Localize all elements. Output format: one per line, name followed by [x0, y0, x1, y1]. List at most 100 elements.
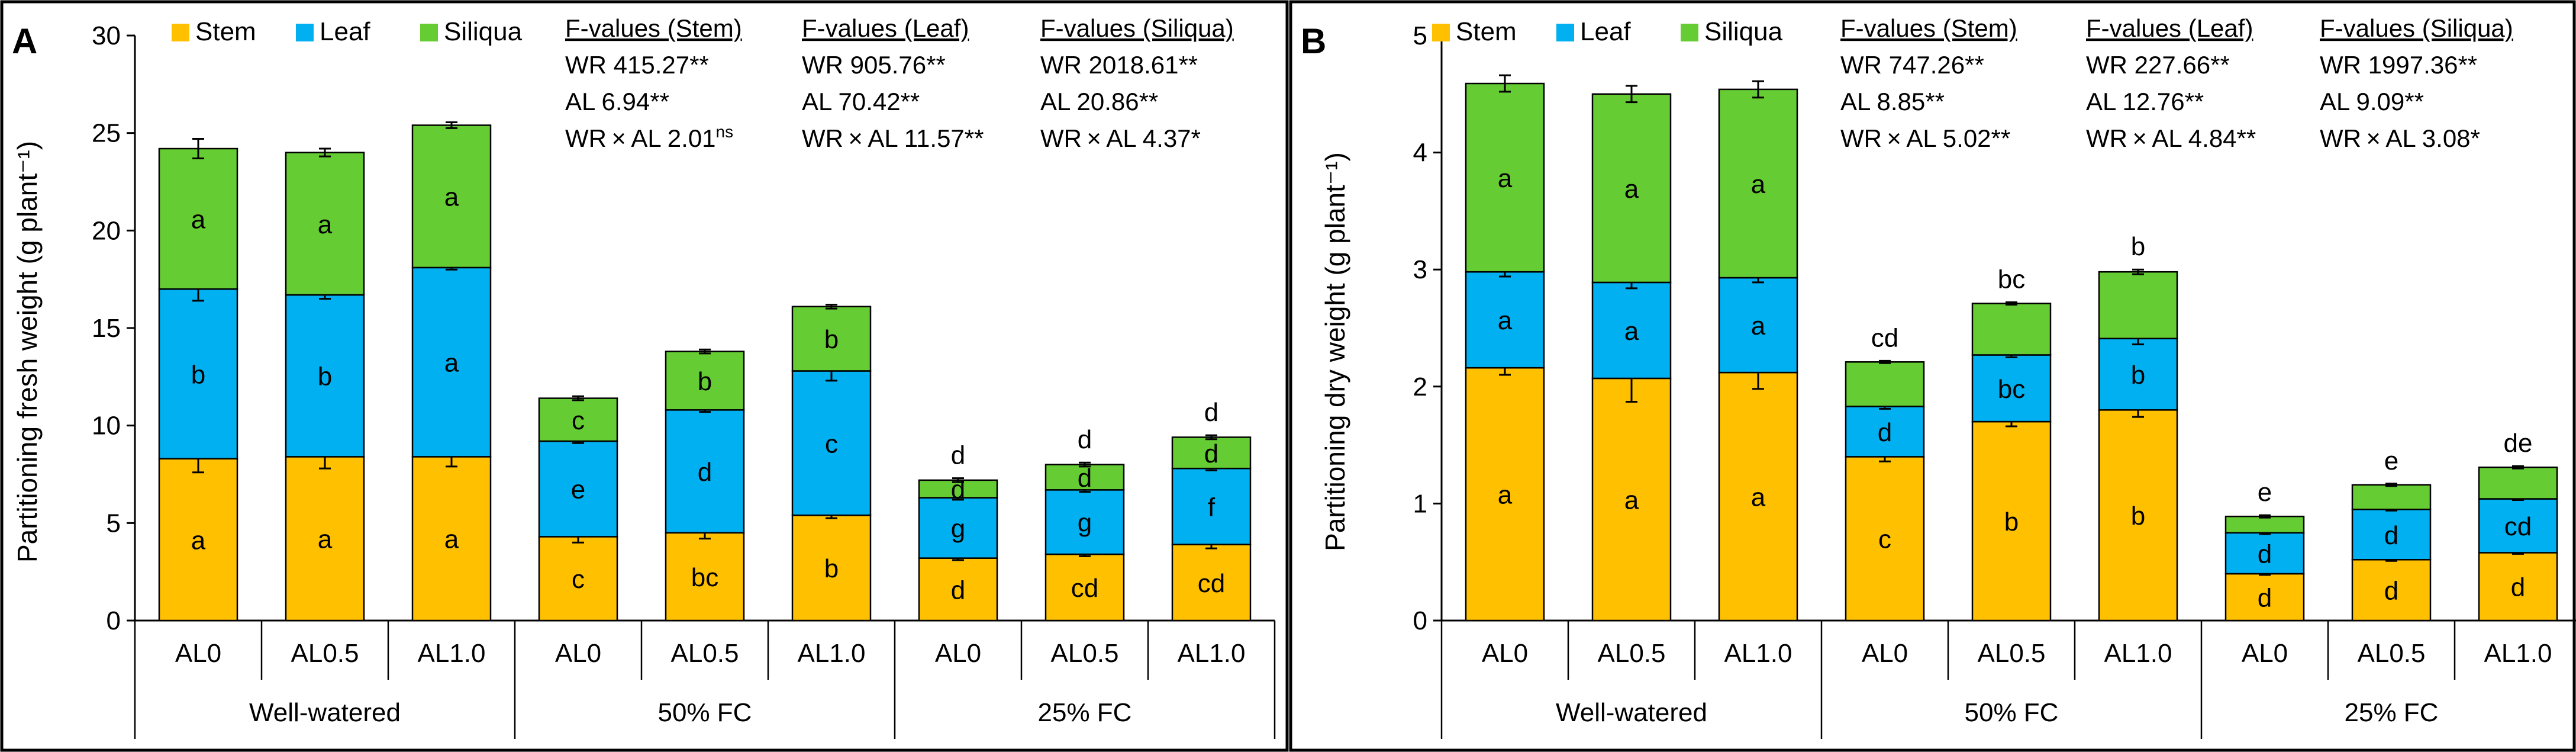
panel-label: A: [12, 21, 37, 61]
panel-a-frame: [0, 0, 1289, 752]
anova-line: WR × AL 2.01ns: [565, 123, 733, 152]
significance-letter: a: [1751, 311, 1766, 340]
group-label: 50% FC: [658, 698, 752, 727]
significance-letter: a: [1751, 170, 1766, 199]
bar-stem: [918, 557, 998, 622]
x-tick-label: AL1.0: [418, 639, 486, 668]
anova-line: AL 12.76**: [2086, 88, 2204, 115]
anova-line: AL 20.86**: [1040, 88, 1158, 115]
bar-stem: [1591, 377, 1672, 622]
significance-letter: g: [951, 515, 965, 544]
significance-letter: c: [825, 429, 838, 458]
significance-letter: a: [1624, 175, 1639, 204]
x-tick-label: AL0: [935, 639, 981, 668]
x-tick-label: AL0.5: [291, 639, 359, 668]
bar-leaf: [1591, 281, 1672, 380]
x-tick-label: AL0.5: [1978, 639, 2046, 668]
bar-stem: [1465, 367, 1545, 622]
bar-siliqua: [2478, 466, 2558, 500]
bar-leaf: [1718, 277, 1798, 374]
bar-siliqua: [1971, 303, 2052, 356]
significance-letter: a: [191, 526, 206, 555]
anova-line: AL 9.09**: [2320, 88, 2424, 115]
bar-siliqua: [1044, 464, 1125, 491]
legend-label-stem: Stem: [195, 17, 256, 46]
significance-letter: a: [444, 183, 459, 212]
significance-letter-top: bc: [1998, 265, 2025, 294]
bar-siliqua: [665, 351, 745, 411]
anova-line: WR × AL 11.57**: [802, 124, 984, 152]
anova-line: WR 905.76**: [802, 51, 946, 79]
group-label: 50% FC: [1965, 698, 2059, 727]
bar-siliqua: [791, 306, 872, 372]
legend-label-stem: Stem: [1456, 17, 1517, 46]
legend-swatch-stem: [1432, 24, 1450, 41]
y-tick-label: 5: [107, 509, 121, 538]
significance-letter: b: [824, 554, 839, 583]
significance-letter: a: [1624, 486, 1639, 515]
anova-line: AL 70.42**: [802, 88, 920, 115]
anova-header: F-values (Siliqua): [2320, 14, 2513, 42]
legend-label-siliqua: Siliqua: [444, 17, 523, 46]
significance-letter: d: [2258, 583, 2272, 612]
significance-letter: cd: [1198, 569, 1225, 598]
anova-superscript: ns: [716, 123, 734, 141]
bar-leaf: [1465, 271, 1545, 369]
significance-letter: cd: [2504, 512, 2532, 541]
x-tick-label: AL1.0: [2104, 639, 2172, 668]
bar-leaf: [1845, 406, 1925, 458]
bar-siliqua: [2098, 271, 2178, 340]
bar-leaf: [538, 440, 618, 538]
x-tick-label: AL0: [175, 639, 221, 668]
anova-line: WR × AL 3.08*: [2320, 124, 2480, 152]
significance-letter: c: [572, 406, 585, 435]
anova-line: WR 415.27**: [565, 51, 709, 79]
significance-letter: g: [1078, 509, 1092, 538]
x-tick-label: AL0.5: [1598, 639, 1666, 668]
legend-swatch-stem: [172, 24, 189, 41]
bar-leaf: [1971, 354, 2052, 423]
x-tick-label: AL0: [1862, 639, 1908, 668]
significance-letter: d: [951, 475, 965, 504]
significance-letter: a: [191, 205, 206, 234]
significance-letter: e: [571, 475, 585, 504]
bar-siliqua: [411, 124, 492, 269]
anova-line: WR 2018.61**: [1040, 51, 1198, 79]
x-tick-label: AL0: [555, 639, 601, 668]
legend-swatch-siliqua: [1681, 24, 1698, 41]
bar-leaf: [918, 497, 998, 559]
legend-label-leaf: Leaf: [1580, 17, 1631, 46]
significance-letter-top: d: [951, 441, 965, 470]
significance-letter: a: [1498, 481, 1513, 510]
significance-letter: c: [1878, 525, 1891, 554]
y-tick-label: 25: [92, 119, 121, 148]
bar-siliqua: [918, 479, 998, 499]
significance-letter: a: [1624, 317, 1639, 346]
significance-letter-top: de: [2504, 429, 2533, 458]
significance-letter: d: [1878, 418, 1892, 447]
significance-letter: bc: [691, 563, 718, 592]
x-tick-label: AL1.0: [2484, 639, 2552, 668]
bar-siliqua: [1845, 361, 1925, 407]
x-tick-label: AL0.5: [2358, 639, 2426, 668]
significance-letter-top: b: [2131, 232, 2145, 261]
legend-label-leaf: Leaf: [320, 17, 370, 46]
bar-stem: [1971, 420, 2052, 622]
significance-letter: a: [318, 525, 333, 554]
significance-letter: a: [444, 349, 459, 378]
bar-siliqua: [2351, 484, 2432, 510]
significance-letter: c: [572, 565, 585, 594]
bar-stem: [158, 458, 238, 622]
bar-stem: [411, 456, 492, 622]
group-label: Well-watered: [1556, 698, 1707, 727]
bar-leaf: [665, 409, 745, 534]
group-label: 25% FC: [2345, 698, 2439, 727]
significance-letter: d: [1078, 464, 1092, 493]
y-tick-label: 30: [92, 21, 121, 50]
x-tick-label: AL0: [1482, 639, 1528, 668]
bar-leaf: [2224, 532, 2305, 575]
bar-stem: [665, 532, 745, 622]
bar-stem: [2098, 409, 2178, 622]
significance-letter: d: [2384, 521, 2398, 550]
